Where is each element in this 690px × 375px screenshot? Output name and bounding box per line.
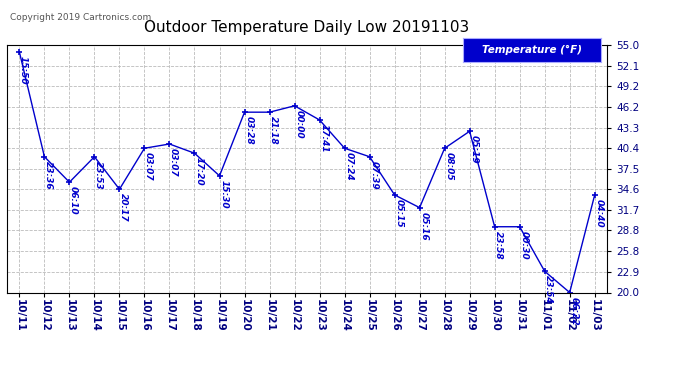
Text: 06:22: 06:22 xyxy=(569,297,578,325)
Text: 23:53: 23:53 xyxy=(94,161,103,189)
Text: 23:54: 23:54 xyxy=(544,276,553,304)
Text: 07:24: 07:24 xyxy=(344,152,353,181)
Text: 00:00: 00:00 xyxy=(294,110,303,139)
Text: 17:20: 17:20 xyxy=(194,158,203,186)
Title: Outdoor Temperature Daily Low 20191103: Outdoor Temperature Daily Low 20191103 xyxy=(144,20,470,35)
Text: 03:07: 03:07 xyxy=(144,152,153,181)
Text: 00:30: 00:30 xyxy=(520,231,529,260)
Text: 04:40: 04:40 xyxy=(594,199,603,228)
Text: 17:41: 17:41 xyxy=(319,124,328,153)
Text: 15:30: 15:30 xyxy=(219,180,228,209)
Text: 06:10: 06:10 xyxy=(69,186,78,215)
Text: 07:39: 07:39 xyxy=(369,161,378,189)
Text: 05:16: 05:16 xyxy=(420,212,428,240)
Text: 23:36: 23:36 xyxy=(44,161,53,189)
Text: 03:28: 03:28 xyxy=(244,116,253,145)
Text: 23:58: 23:58 xyxy=(494,231,503,260)
Text: 03:07: 03:07 xyxy=(169,148,178,177)
Text: 08:05: 08:05 xyxy=(444,152,453,181)
Text: 05:19: 05:19 xyxy=(469,135,478,164)
Text: 21:18: 21:18 xyxy=(269,116,278,145)
Text: 05:15: 05:15 xyxy=(394,199,403,228)
Text: 20:17: 20:17 xyxy=(119,194,128,222)
Text: Copyright 2019 Cartronics.com: Copyright 2019 Cartronics.com xyxy=(10,13,151,22)
Text: 15:50: 15:50 xyxy=(19,56,28,85)
